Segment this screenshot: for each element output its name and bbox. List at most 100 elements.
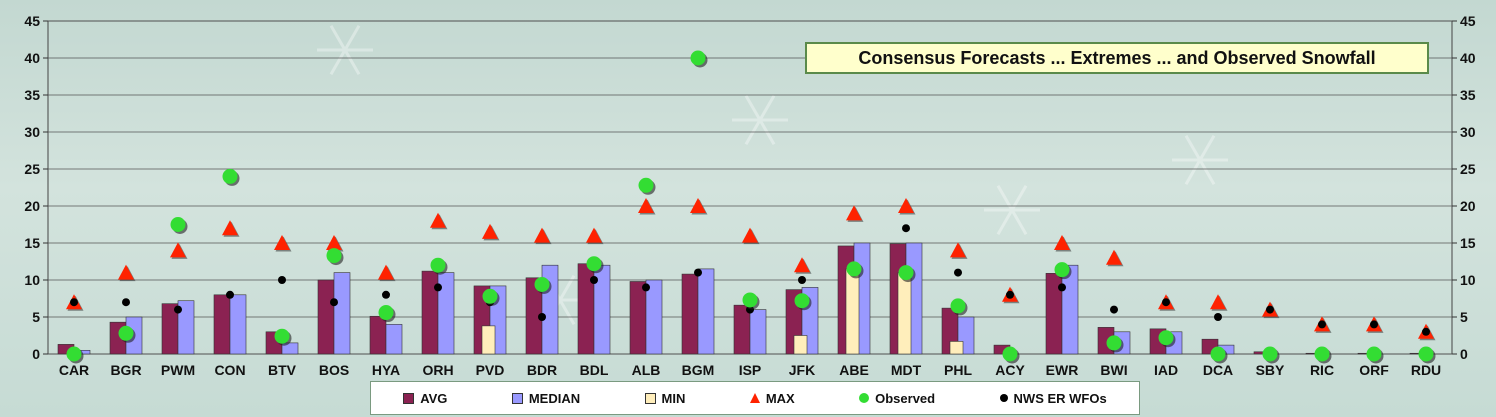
marker-max	[534, 227, 550, 243]
x-tick-label: BDR	[527, 362, 557, 378]
legend-swatch-min	[644, 392, 656, 404]
bar-min	[481, 325, 496, 355]
x-tick-label: MDT	[891, 362, 922, 378]
x-tick-label: BGM	[682, 362, 715, 378]
x-tick-label: DCA	[1203, 362, 1233, 378]
marker-nws	[590, 276, 598, 284]
marker-observed	[586, 256, 602, 272]
marker-max	[794, 257, 810, 273]
marker-nws	[1058, 283, 1066, 292]
x-tick-label: PVD	[476, 362, 505, 378]
x-tick-label: ALB	[632, 362, 661, 378]
y-tick-label-left: 45	[24, 13, 40, 29]
bar-median	[177, 300, 195, 355]
marker-nws	[798, 276, 806, 284]
marker-max	[1054, 235, 1070, 250]
snowflake-arm	[1184, 135, 1202, 161]
bar-avg	[317, 279, 335, 355]
marker-nws	[1370, 320, 1378, 329]
marker-max	[118, 264, 134, 280]
marker-nws	[278, 276, 286, 284]
bar-median	[645, 279, 663, 355]
marker-max	[586, 227, 602, 243]
marker-nws	[434, 283, 442, 292]
y-tick-label-right: 25	[1460, 161, 1476, 177]
legend-item-observed: Observed	[859, 391, 935, 406]
bar-median	[333, 272, 351, 355]
legend-item-nws: NWS ER WFOs	[999, 390, 1107, 406]
x-tick-label: CAR	[59, 362, 89, 378]
marker-observed	[1210, 346, 1226, 362]
x-tick-label: EWR	[1046, 362, 1079, 378]
marker-nws	[902, 224, 910, 233]
bar-min	[897, 272, 912, 355]
marker-max	[742, 227, 758, 243]
x-tick-label: RDU	[1411, 362, 1441, 378]
y-tick-label-right: 40	[1460, 50, 1476, 66]
marker-observed	[1106, 335, 1122, 351]
bar-avg	[629, 281, 647, 355]
marker-max	[846, 205, 862, 221]
marker-observed	[742, 292, 758, 308]
snowflake-arm	[558, 299, 576, 325]
legend-swatch-max	[749, 393, 760, 403]
chart-title: Consensus Forecasts ... Extremes ... and…	[805, 42, 1429, 74]
marker-nws	[174, 305, 182, 314]
marker-nws	[122, 298, 130, 307]
legend-label-median: MEDIAN	[528, 390, 581, 406]
marker-nws	[694, 268, 702, 277]
x-tick-label: ISP	[739, 362, 762, 378]
marker-observed	[1418, 346, 1434, 362]
marker-nws	[1006, 290, 1014, 299]
x-tick-label: ORH	[422, 362, 453, 378]
bar-median	[437, 272, 455, 355]
marker-nws	[382, 290, 390, 299]
marker-observed	[1158, 330, 1174, 346]
y-tick-label-left: 20	[24, 198, 40, 214]
marker-max	[1210, 294, 1226, 310]
bar-series	[57, 242, 1427, 355]
legend-item-min: MIN	[644, 391, 685, 406]
marker-observed	[1054, 262, 1070, 278]
snowflake-arm	[1184, 159, 1202, 185]
y-axis-right: 0 5 10 15 20 25 30 35 40 45	[1452, 13, 1476, 362]
marker-nws	[642, 283, 650, 292]
marker-max	[638, 198, 654, 213]
marker-observed	[1002, 346, 1018, 362]
marker-max	[326, 235, 342, 250]
legend-label-nws: NWS ER WFOs	[1013, 390, 1107, 406]
y-tick-label-left: 35	[24, 87, 40, 103]
marker-nws	[1422, 327, 1430, 336]
marker-observed	[534, 276, 550, 292]
marker-nws	[1162, 298, 1170, 307]
y-tick-label-right: 30	[1460, 124, 1476, 140]
marker-max	[482, 223, 498, 239]
y-tick-label-left: 40	[24, 50, 40, 66]
snowflake-arm	[1010, 209, 1028, 235]
marker-observed	[430, 257, 446, 273]
x-axis: CAR BGR PWM CON BTV BOS HYA ORH PVD BDR BDL ALB BGM I…	[59, 362, 1441, 378]
snowflake-arm	[329, 49, 347, 75]
legend-item-median: MEDIAN	[511, 390, 581, 406]
marker-observed	[1262, 346, 1278, 362]
y-tick-label-right: 10	[1460, 272, 1476, 288]
y-tick-label-right: 35	[1460, 87, 1476, 103]
legend-item-avg: AVG	[403, 391, 447, 406]
y-axis-left: 0 5 10 15 20 25 30 35 40 45	[24, 13, 48, 362]
y-tick-label-left: 0	[32, 346, 40, 362]
bar-min	[845, 268, 860, 355]
y-tick-label-left: 10	[24, 272, 40, 288]
marker-max	[170, 242, 186, 258]
snowflake-arm	[744, 95, 762, 121]
snowflake-decoration	[1172, 135, 1228, 185]
marker-observed	[118, 325, 134, 341]
y-tick-label-left: 25	[24, 161, 40, 177]
x-tick-label: SBY	[1256, 362, 1285, 378]
marker-nws	[226, 290, 234, 299]
snowflake-decoration	[732, 95, 788, 145]
marker-max	[1106, 249, 1122, 265]
x-tick-label: BTV	[268, 362, 297, 378]
x-tick-label: JFK	[789, 362, 815, 378]
